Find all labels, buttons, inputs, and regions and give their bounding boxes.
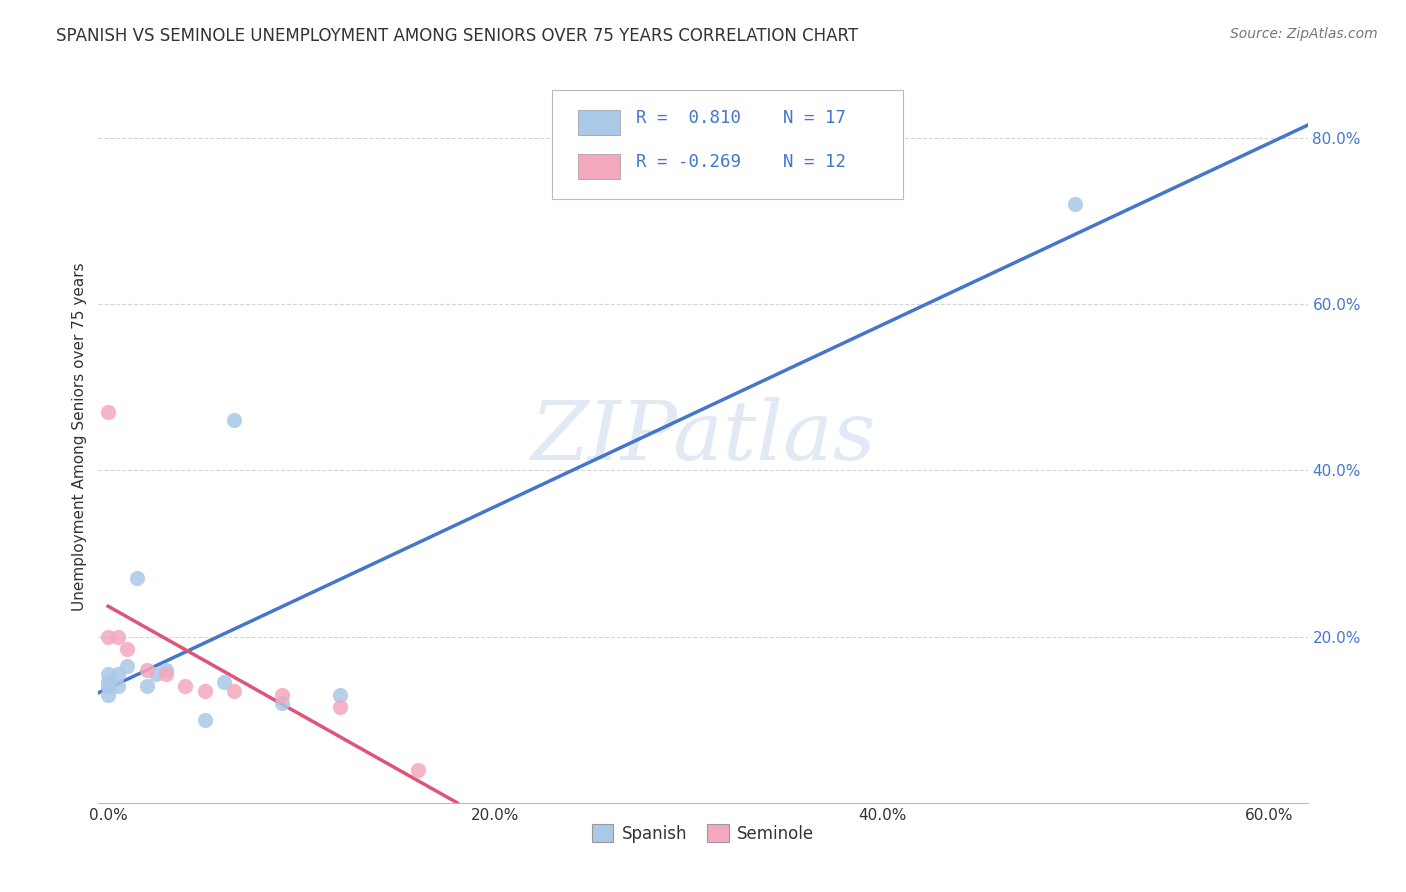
Point: [107, 630, 129, 644]
Point: [97, 630, 120, 644]
Point: [174, 680, 197, 694]
Point: [329, 688, 352, 702]
Point: [194, 683, 217, 698]
Y-axis label: Unemployment Among Seniors over 75 years: Unemployment Among Seniors over 75 years: [72, 263, 87, 611]
Point: [97, 405, 120, 419]
Text: R = -0.269    N = 12: R = -0.269 N = 12: [637, 153, 846, 171]
Point: [107, 667, 129, 681]
Point: [406, 763, 429, 777]
FancyBboxPatch shape: [578, 154, 620, 179]
Point: [155, 663, 177, 677]
Point: [97, 667, 120, 681]
Point: [97, 675, 120, 690]
Point: [271, 696, 294, 710]
Text: Source: ZipAtlas.com: Source: ZipAtlas.com: [1230, 27, 1378, 41]
Text: R =  0.810    N = 17: R = 0.810 N = 17: [637, 109, 846, 128]
Point: [222, 413, 245, 427]
Point: [107, 680, 129, 694]
Point: [135, 663, 157, 677]
Point: [97, 680, 120, 694]
Point: [135, 680, 157, 694]
Point: [117, 658, 139, 673]
Point: [127, 571, 149, 585]
FancyBboxPatch shape: [551, 90, 903, 200]
Point: [271, 688, 294, 702]
FancyBboxPatch shape: [578, 110, 620, 135]
Point: [1064, 197, 1087, 211]
Text: SPANISH VS SEMINOLE UNEMPLOYMENT AMONG SENIORS OVER 75 YEARS CORRELATION CHART: SPANISH VS SEMINOLE UNEMPLOYMENT AMONG S…: [56, 27, 859, 45]
Point: [145, 667, 167, 681]
Point: [222, 683, 245, 698]
Point: [97, 688, 120, 702]
Text: ZIPatlas: ZIPatlas: [530, 397, 876, 477]
Legend: Spanish, Seminole: Spanish, Seminole: [585, 818, 821, 849]
Point: [117, 642, 139, 657]
Point: [194, 713, 217, 727]
Point: [155, 667, 177, 681]
Point: [329, 700, 352, 714]
Point: [212, 675, 235, 690]
